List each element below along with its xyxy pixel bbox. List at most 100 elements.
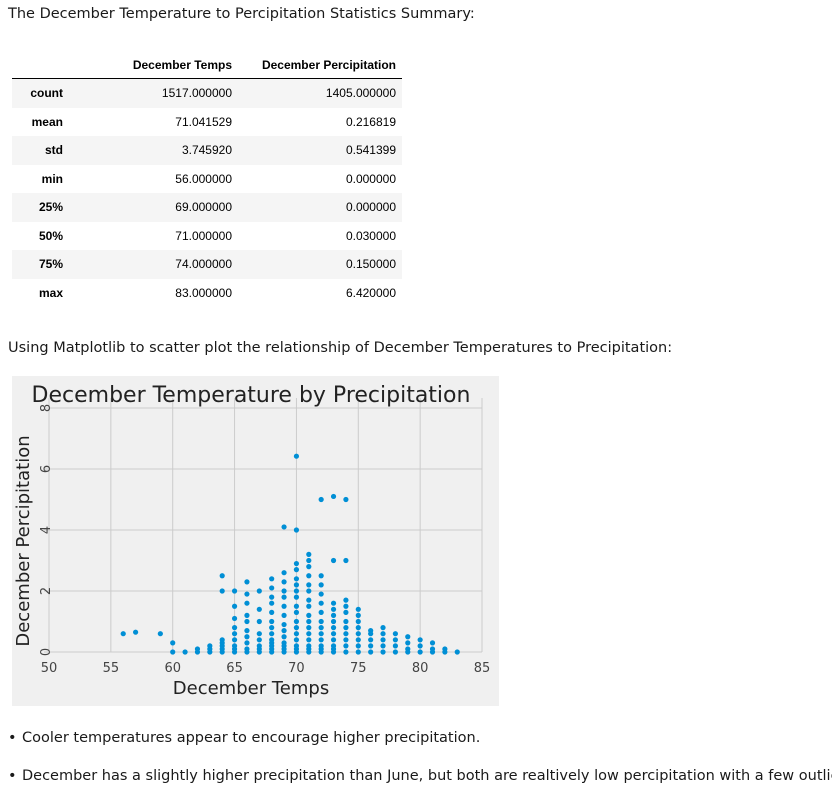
data-point (293, 567, 300, 573)
data-point (244, 591, 250, 597)
data-point (343, 603, 349, 609)
data-point (219, 637, 225, 643)
data-point (343, 649, 349, 655)
temps-cell: 71.000000 (175, 228, 232, 243)
data-point (306, 551, 312, 557)
data-point (343, 637, 349, 643)
bullet-icon: • (8, 768, 17, 784)
data-point (293, 618, 300, 625)
intro-text: The December Temperature to Percipitatio… (8, 6, 475, 22)
data-point (244, 579, 250, 585)
data-point (293, 625, 300, 631)
data-point (244, 649, 250, 655)
row-label: 75% (38, 257, 63, 272)
data-point (392, 649, 398, 655)
temps-cell: 83.000000 (175, 285, 232, 300)
data-point (392, 637, 398, 643)
data-point (306, 597, 312, 603)
data-point (392, 631, 398, 637)
scatter-intro-text: Using Matplotlib to scatter plot the rel… (8, 340, 673, 356)
temps-cell: 71.041529 (175, 114, 232, 129)
table-row: 25% 69.000000 0.000000 (12, 193, 402, 222)
data-point (281, 524, 287, 530)
data-point (306, 557, 312, 564)
data-point (343, 609, 349, 615)
data-point (442, 649, 448, 655)
data-point (429, 640, 436, 646)
column-header-temps: December Temps (69, 51, 238, 79)
data-point (281, 588, 287, 594)
bullet-text: December has a slightly higher precipita… (22, 768, 832, 784)
temps-cell: 3.745920 (181, 143, 232, 158)
data-point (281, 621, 287, 628)
data-point (380, 631, 386, 637)
data-point (368, 637, 374, 643)
table-row: min 56.000000 0.000000 (12, 164, 402, 193)
data-point (256, 606, 262, 612)
data-point (318, 649, 324, 655)
x-tick-label: 70 (288, 661, 305, 676)
data-point (306, 625, 312, 631)
row-label: 50% (38, 228, 63, 243)
data-point (405, 640, 411, 646)
data-point (293, 582, 300, 588)
data-point (244, 640, 250, 646)
data-point (306, 603, 312, 609)
row-label: max (38, 285, 63, 300)
list-item: • December has a slightly higher precipit… (8, 768, 832, 806)
row-label: std (45, 143, 63, 158)
data-point (293, 560, 300, 567)
data-point (269, 585, 275, 591)
percipitation-cell: 0.216819 (345, 114, 396, 129)
row-label: count (30, 86, 63, 101)
percipitation-cell: 0.000000 (345, 171, 396, 186)
data-point (318, 573, 324, 579)
row-label: mean (31, 114, 63, 129)
data-points (120, 453, 460, 655)
scatter-plot: 50 55 60 65 70 75 80 85 0 2 4 6 8 December Temperatu… (12, 376, 499, 706)
data-point (219, 573, 225, 579)
data-point (256, 631, 262, 637)
conclusions-list: • Cooler temperatures appear to encourage… (8, 730, 832, 806)
data-point (380, 625, 386, 631)
data-point (318, 625, 324, 631)
data-point (405, 649, 411, 655)
data-point (318, 618, 324, 625)
chart-title: December Temperature by Precipitation (32, 383, 471, 408)
data-point (330, 600, 337, 606)
data-point (355, 643, 361, 649)
table-header-row: December Temps December Percipitation (12, 51, 402, 79)
data-point (429, 649, 436, 655)
data-point (244, 618, 250, 625)
y-tick-label: 0 (39, 648, 54, 656)
temps-cell: 74.000000 (175, 257, 232, 272)
percipitation-cell: 6.420000 (345, 285, 396, 300)
data-point (306, 637, 312, 643)
data-point (269, 609, 275, 615)
percipitation-cell: 0.030000 (345, 228, 396, 243)
data-point (256, 618, 262, 625)
bullet-text: Cooler temperatures appear to encourage … (22, 730, 481, 746)
data-point (293, 603, 300, 609)
table-row: count 1517.000000 1405.000000 (12, 78, 402, 108)
data-point (343, 557, 349, 564)
data-point (293, 637, 300, 643)
data-point (281, 628, 287, 634)
data-point (405, 634, 411, 640)
data-point (281, 612, 287, 618)
data-point (281, 570, 287, 576)
data-point (318, 600, 324, 606)
data-point (157, 631, 163, 637)
y-tick-label: 6 (39, 465, 54, 473)
data-point (318, 591, 324, 597)
x-tick-label: 80 (412, 661, 429, 676)
x-tick-label: 60 (164, 661, 181, 676)
x-tick-label: 65 (226, 661, 243, 676)
data-point (368, 643, 374, 649)
percipitation-cell: 0.000000 (345, 200, 396, 215)
data-point (355, 625, 361, 631)
row-label: 25% (38, 200, 63, 215)
y-axis-label: December Percipitation (13, 435, 34, 646)
data-point (269, 625, 275, 631)
data-point (368, 631, 374, 637)
